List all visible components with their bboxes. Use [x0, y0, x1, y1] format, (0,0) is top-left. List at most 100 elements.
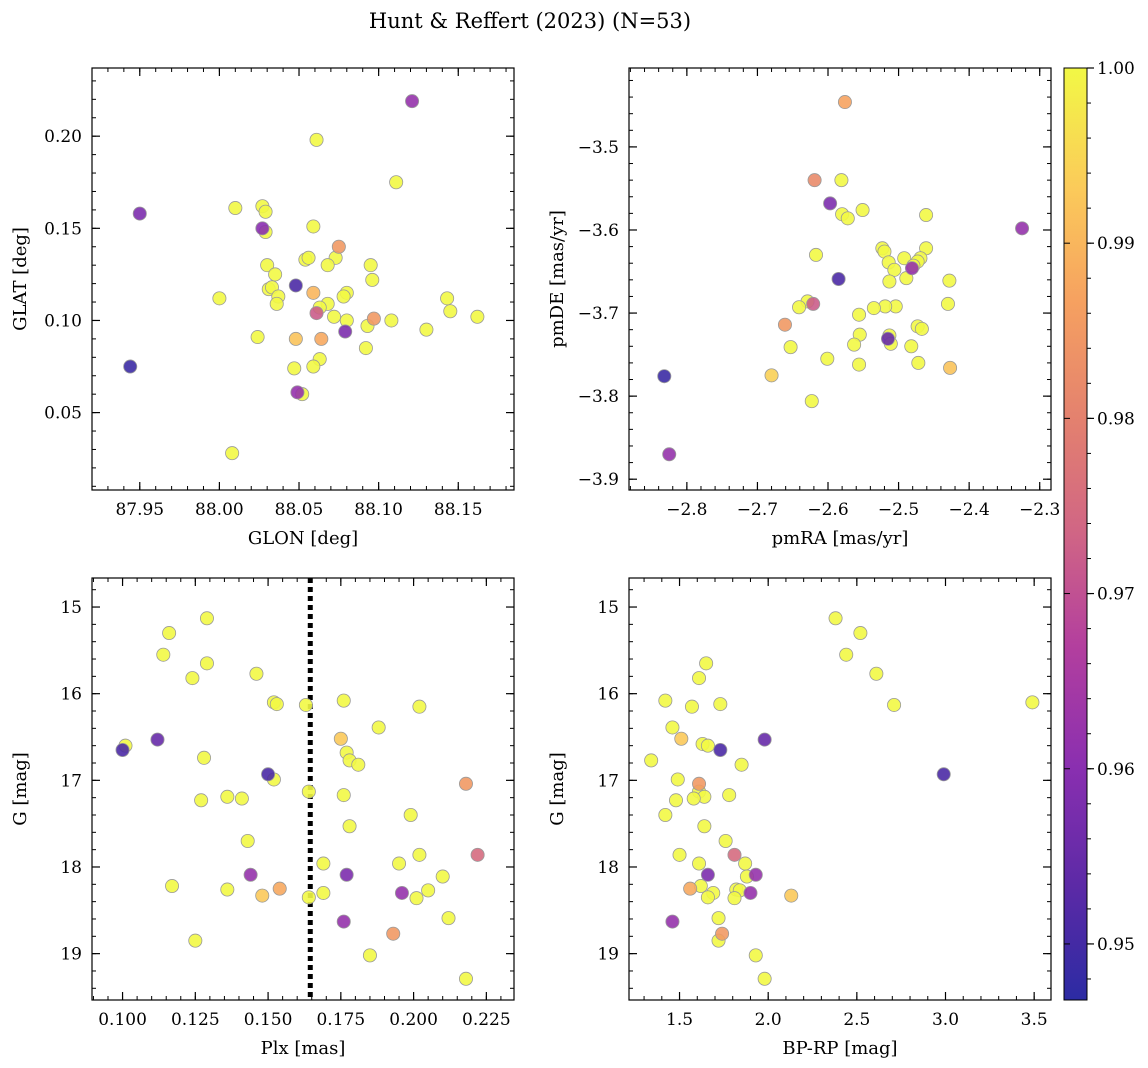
- y-tick-label: 0.05: [44, 404, 82, 424]
- data-point: [419, 322, 434, 337]
- data-point: [784, 888, 799, 903]
- data-point: [940, 296, 955, 311]
- data-point: [748, 867, 763, 882]
- data-point: [665, 720, 680, 735]
- data-point: [435, 869, 450, 884]
- data-point: [220, 882, 235, 897]
- data-point: [212, 291, 227, 306]
- data-point: [674, 731, 689, 746]
- x-axis-label: GLON [deg]: [248, 528, 358, 549]
- y-tick-label: −3.8: [578, 387, 619, 407]
- data-point: [260, 258, 275, 273]
- data-point: [234, 791, 249, 806]
- data-point: [150, 732, 165, 747]
- data-point: [409, 891, 424, 906]
- data-point: [421, 883, 436, 898]
- data-point: [441, 911, 456, 926]
- data-point: [162, 626, 177, 641]
- data-point: [734, 757, 749, 772]
- data-point: [658, 693, 673, 708]
- data-point: [336, 289, 351, 304]
- y-tick-label: 19: [597, 945, 619, 965]
- y-tick-label: −3.9: [578, 470, 619, 490]
- data-point: [718, 833, 733, 848]
- x-tick-label: −2.3: [1019, 500, 1060, 520]
- data-point: [351, 757, 366, 772]
- colorbar-tick-label: 0.98: [1097, 409, 1135, 429]
- data-point: [366, 311, 381, 326]
- data-point: [156, 647, 171, 662]
- data-point: [115, 743, 130, 758]
- data-point: [919, 208, 934, 223]
- data-point: [686, 791, 701, 806]
- data-point: [887, 262, 902, 277]
- data-point: [470, 309, 485, 324]
- data-point: [807, 173, 822, 188]
- x-tick-label: 88.15: [434, 500, 483, 520]
- y-tick-label: 19: [60, 945, 82, 965]
- plot-frame: [91, 577, 515, 1001]
- data-point: [904, 261, 919, 276]
- data-point: [853, 626, 868, 641]
- x-tick-label: 0.150: [244, 1010, 293, 1030]
- y-tick-label: −3.6: [578, 221, 619, 241]
- data-point: [301, 784, 316, 799]
- data-point: [331, 239, 346, 254]
- x-tick-label: 0.175: [316, 1010, 365, 1030]
- colorbar-tick-label: 1.00: [1097, 59, 1135, 79]
- data-point: [757, 732, 772, 747]
- data-point: [662, 447, 677, 462]
- data-point: [386, 926, 401, 941]
- x-tick-label: 3.5: [1021, 1010, 1048, 1030]
- y-tick-label: 18: [60, 858, 82, 878]
- data-point: [852, 307, 867, 322]
- colorbar-tick-label: 0.96: [1097, 760, 1135, 780]
- data-point: [470, 847, 485, 862]
- data-point: [936, 767, 951, 782]
- data-point: [684, 699, 699, 714]
- data-point: [316, 885, 331, 900]
- data-point: [249, 666, 264, 681]
- data-point: [443, 304, 458, 319]
- data-point: [333, 731, 348, 746]
- x-tick-label: −2.4: [948, 500, 989, 520]
- data-point: [869, 666, 884, 681]
- x-tick-label: 0.100: [98, 1010, 147, 1030]
- data-point: [700, 867, 715, 882]
- data-point: [458, 776, 473, 791]
- data-point: [288, 278, 303, 293]
- y-tick-label: 0.15: [44, 219, 82, 239]
- data-point: [199, 656, 214, 671]
- data-point: [384, 313, 399, 328]
- data-point: [670, 772, 685, 787]
- data-point: [197, 750, 212, 765]
- x-tick-label: 88.00: [195, 500, 244, 520]
- plot-frame: [628, 67, 1052, 491]
- y-tick-label: −3.5: [578, 138, 619, 158]
- data-point: [713, 697, 728, 712]
- y-tick-label: 17: [60, 771, 82, 791]
- data-point: [837, 95, 852, 110]
- data-point: [914, 321, 929, 336]
- x-axis-label: pmRA [mas/yr]: [772, 528, 909, 549]
- panel-bprp-g: 1.5 2.0 2.5 3.0 3.5 15 16 17 18 19 BP-RP [mag] G [m…: [547, 577, 1052, 1059]
- data-point: [828, 611, 843, 626]
- data-point: [823, 196, 838, 211]
- x-tick-label: 0.200: [389, 1010, 438, 1030]
- data-point: [897, 251, 912, 266]
- data-point: [683, 881, 698, 896]
- data-point: [389, 175, 404, 190]
- panel-glon-glat: 87.95 88.00 88.05 88.10 88.15 0.05 0.10 0.15 0.2…: [10, 67, 515, 549]
- data-point: [764, 368, 779, 383]
- colorbar-gradient: [1063, 67, 1088, 1001]
- plot-frame: [628, 577, 1052, 1001]
- data-point: [306, 359, 321, 374]
- figure-title: Hunt & Reffert (2023) (N=53): [369, 9, 691, 33]
- x-tick-label: 88.10: [354, 500, 403, 520]
- data-point: [336, 693, 351, 708]
- x-tick-label: −2.7: [737, 500, 778, 520]
- data-point: [199, 611, 214, 626]
- data-point: [336, 788, 351, 803]
- data-point: [738, 856, 753, 871]
- x-axis-label: BP-RP [mag]: [782, 1038, 897, 1059]
